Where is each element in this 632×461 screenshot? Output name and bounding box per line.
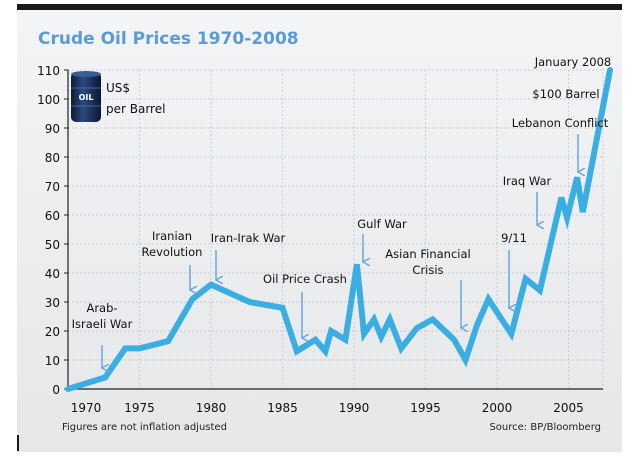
annotation: Oil Price Crash <box>263 272 347 338</box>
barrel-label: OIL <box>79 93 94 102</box>
annotations: Arab- Israeli War Iranian Revolution Iran-Ir… <box>72 55 612 368</box>
annotation-label: 9/11 <box>501 231 527 245</box>
y-tick-label: 0 <box>52 383 60 397</box>
x-tick-label: 2005 <box>553 401 584 415</box>
annotation-label: Lebanon Conflict <box>512 116 609 130</box>
annotation-label: Oil Price Crash <box>263 272 347 286</box>
annotation-label: Israeli War <box>72 317 133 331</box>
corner-mark <box>17 435 19 451</box>
y-tick-label: 70 <box>45 180 60 194</box>
annotation: January 2008 <box>534 55 612 69</box>
x-tick-label: 1980 <box>196 401 227 415</box>
annotation-label: Iranian <box>152 229 192 243</box>
annotation: Asian Financial Crisis <box>385 247 471 328</box>
annotation-label: Iran-Irak War <box>211 231 286 245</box>
annotation-label: Gulf War <box>357 217 407 231</box>
y-tick-label: 40 <box>45 267 60 281</box>
x-tick-label: 1975 <box>124 401 155 415</box>
x-tick-label: 1970 <box>71 401 102 415</box>
annotation-label: Iraq War <box>503 174 552 188</box>
unit-label-line1: US$ <box>106 81 130 95</box>
y-tick-label: 30 <box>45 296 60 310</box>
top-bar <box>17 4 622 10</box>
annotation-label: Asian Financial <box>385 247 470 261</box>
price-line <box>65 67 613 392</box>
annotation: Arab- Israeli War <box>72 301 133 368</box>
y-tick-label: 110 <box>37 64 60 78</box>
chart-title: Crude Oil Prices 1970-2008 <box>38 29 299 49</box>
chart-background <box>17 10 622 452</box>
annotation: $100 Barrel <box>532 87 599 101</box>
annotation: Iraq War <box>503 174 552 225</box>
x-tick-label: 1995 <box>410 401 441 415</box>
annotation: Gulf War <box>357 217 407 262</box>
annotation-label: Crisis <box>412 263 443 277</box>
annotation: 9/11 <box>501 231 527 308</box>
annotation: Lebanon Conflict <box>512 116 609 172</box>
annotation: Iranian Revolution <box>142 229 203 290</box>
y-tick-label: 100 <box>37 93 60 107</box>
footnote: Figures are not inflation adjusted <box>62 422 227 433</box>
annotation: Iran-Irak War <box>211 231 286 280</box>
annotation-label: Arab- <box>86 301 117 315</box>
x-tick-label: 1990 <box>339 401 370 415</box>
source: Source: BP/Bloomberg <box>489 422 601 433</box>
x-tick-label: 2000 <box>482 401 513 415</box>
y-tick-label: 50 <box>45 238 60 252</box>
axes: 0 10 20 30 40 50 60 70 80 90 100 110 1970 1975 1980 198… <box>37 64 603 415</box>
barrel-icon: OIL <box>71 71 101 122</box>
unit-label-line2: per Barrel <box>106 102 165 116</box>
y-tick-label: 10 <box>45 354 60 368</box>
y-tick-label: 80 <box>45 151 60 165</box>
x-tick-label: 1985 <box>267 401 298 415</box>
annotation-label: January 2008 <box>534 55 612 69</box>
y-tick-label: 90 <box>45 122 60 136</box>
annotation-label: $100 Barrel <box>532 87 599 101</box>
y-tick-label: 20 <box>45 325 60 339</box>
annotation-label: Revolution <box>142 245 203 259</box>
y-tick-label: 60 <box>45 209 60 223</box>
